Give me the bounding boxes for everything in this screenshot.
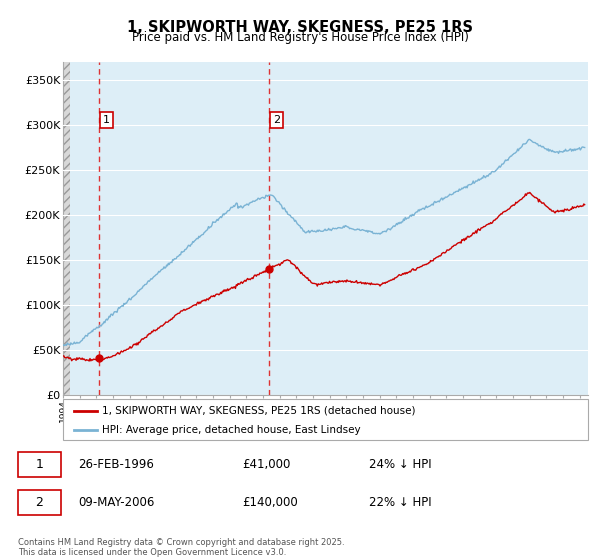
Text: £140,000: £140,000 (242, 496, 298, 509)
Text: 09-MAY-2006: 09-MAY-2006 (78, 496, 155, 509)
Text: 2: 2 (35, 496, 43, 509)
Text: 24% ↓ HPI: 24% ↓ HPI (369, 458, 432, 471)
Text: Contains HM Land Registry data © Crown copyright and database right 2025.
This d: Contains HM Land Registry data © Crown c… (18, 538, 344, 557)
Text: 2: 2 (273, 115, 280, 125)
Text: 26-FEB-1996: 26-FEB-1996 (78, 458, 154, 471)
Bar (63, 62, 70, 395)
Text: 22% ↓ HPI: 22% ↓ HPI (369, 496, 432, 509)
Text: 1, SKIPWORTH WAY, SKEGNESS, PE25 1RS: 1, SKIPWORTH WAY, SKEGNESS, PE25 1RS (127, 20, 473, 35)
Text: 1, SKIPWORTH WAY, SKEGNESS, PE25 1RS (detached house): 1, SKIPWORTH WAY, SKEGNESS, PE25 1RS (de… (103, 405, 416, 416)
Text: Price paid vs. HM Land Registry's House Price Index (HPI): Price paid vs. HM Land Registry's House … (131, 31, 469, 44)
Text: £41,000: £41,000 (242, 458, 291, 471)
Bar (18, 452, 61, 477)
Text: HPI: Average price, detached house, East Lindsey: HPI: Average price, detached house, East… (103, 424, 361, 435)
Text: 1: 1 (35, 458, 43, 471)
Bar (18, 490, 61, 515)
Text: 1: 1 (103, 115, 110, 125)
